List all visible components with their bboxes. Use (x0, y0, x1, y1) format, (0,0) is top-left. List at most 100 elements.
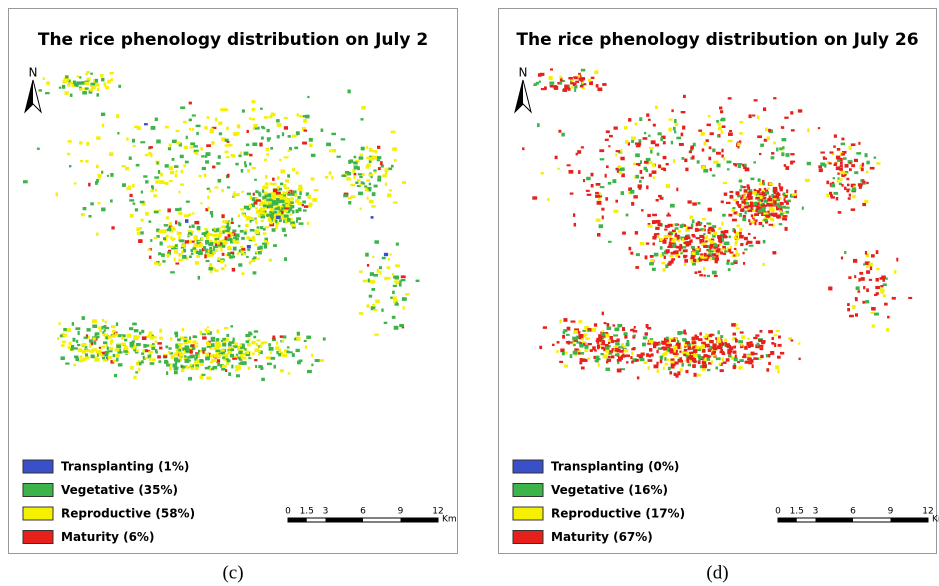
pixel (114, 348, 120, 352)
pixel (538, 80, 541, 83)
pixel (105, 86, 109, 90)
pixel (96, 179, 99, 183)
pixel (853, 158, 859, 163)
pixel (625, 139, 629, 144)
pixel (358, 156, 364, 160)
pixel (194, 220, 200, 225)
pixel (690, 356, 695, 361)
pixel (188, 359, 191, 362)
pixel (155, 351, 158, 354)
pixel (189, 336, 192, 340)
pixel (283, 196, 287, 199)
pixel (692, 246, 695, 251)
pixel (864, 199, 869, 204)
pixel (260, 248, 263, 252)
pixel (630, 328, 633, 332)
pixel (201, 333, 207, 336)
pixel (260, 215, 266, 219)
pixel (632, 330, 638, 333)
pixel (790, 339, 794, 342)
pixel (719, 106, 723, 110)
pixel (109, 71, 114, 75)
pixel (226, 359, 231, 363)
pixel (737, 361, 740, 364)
pixel (109, 152, 114, 156)
pixel (684, 237, 689, 240)
pixel (297, 201, 302, 205)
pixel (573, 330, 578, 334)
pixel (305, 114, 310, 119)
pixel (770, 213, 775, 217)
pixel (204, 366, 210, 370)
pixel (742, 355, 747, 359)
pixel (266, 214, 271, 218)
pixel (302, 115, 307, 118)
pixel (202, 350, 205, 354)
pixel (75, 357, 79, 361)
pixel (601, 341, 605, 345)
pixel (95, 350, 99, 353)
pixel (166, 371, 169, 376)
pixel (735, 250, 738, 253)
pixel (107, 356, 113, 359)
pixel (190, 354, 195, 359)
pixel (168, 227, 171, 230)
pixel (79, 141, 83, 145)
pixel (768, 128, 772, 132)
pixel (722, 233, 726, 236)
pixel (759, 347, 764, 351)
pixel (841, 137, 845, 141)
pixel (615, 199, 619, 203)
pixel (264, 226, 269, 229)
pixel (205, 259, 210, 263)
pixel (739, 120, 744, 124)
pixel (199, 375, 204, 380)
pixel (261, 201, 264, 204)
pixel (657, 232, 660, 235)
pixel (185, 219, 189, 223)
pixel (229, 255, 233, 259)
pixel (705, 343, 710, 348)
pixel (692, 262, 696, 266)
pixel (136, 227, 141, 231)
pixel (375, 299, 380, 304)
pixel (270, 207, 275, 210)
pixel (360, 146, 365, 151)
pixel (616, 359, 622, 362)
pixel (598, 339, 603, 342)
pixel (153, 236, 158, 239)
pixel (695, 336, 699, 339)
pixel (866, 264, 869, 269)
pixel (688, 150, 692, 154)
pixel (687, 363, 692, 367)
pixel (674, 361, 679, 365)
pixel (117, 334, 122, 338)
pixel (214, 346, 220, 350)
pixel (840, 142, 845, 146)
pixel (141, 329, 145, 334)
pixel (669, 349, 674, 354)
pixel (299, 191, 302, 196)
pixel (302, 200, 306, 204)
pixel (698, 129, 703, 132)
pixel (768, 182, 774, 186)
pixel (132, 183, 135, 188)
pixel (255, 218, 258, 223)
pixel (65, 75, 69, 79)
pixel (191, 347, 196, 350)
pixel (292, 190, 297, 194)
pixel (847, 160, 853, 164)
pixel (866, 160, 870, 165)
pixel (216, 329, 220, 334)
pixel (697, 354, 701, 359)
pixel (154, 188, 158, 192)
pixel (356, 179, 361, 182)
pixel (249, 153, 253, 157)
pixel (640, 352, 645, 356)
pixel (693, 345, 697, 349)
pixel (156, 228, 159, 232)
pixel (836, 148, 841, 151)
pixel (260, 107, 263, 110)
pixel (220, 248, 223, 252)
pixel (649, 255, 654, 258)
